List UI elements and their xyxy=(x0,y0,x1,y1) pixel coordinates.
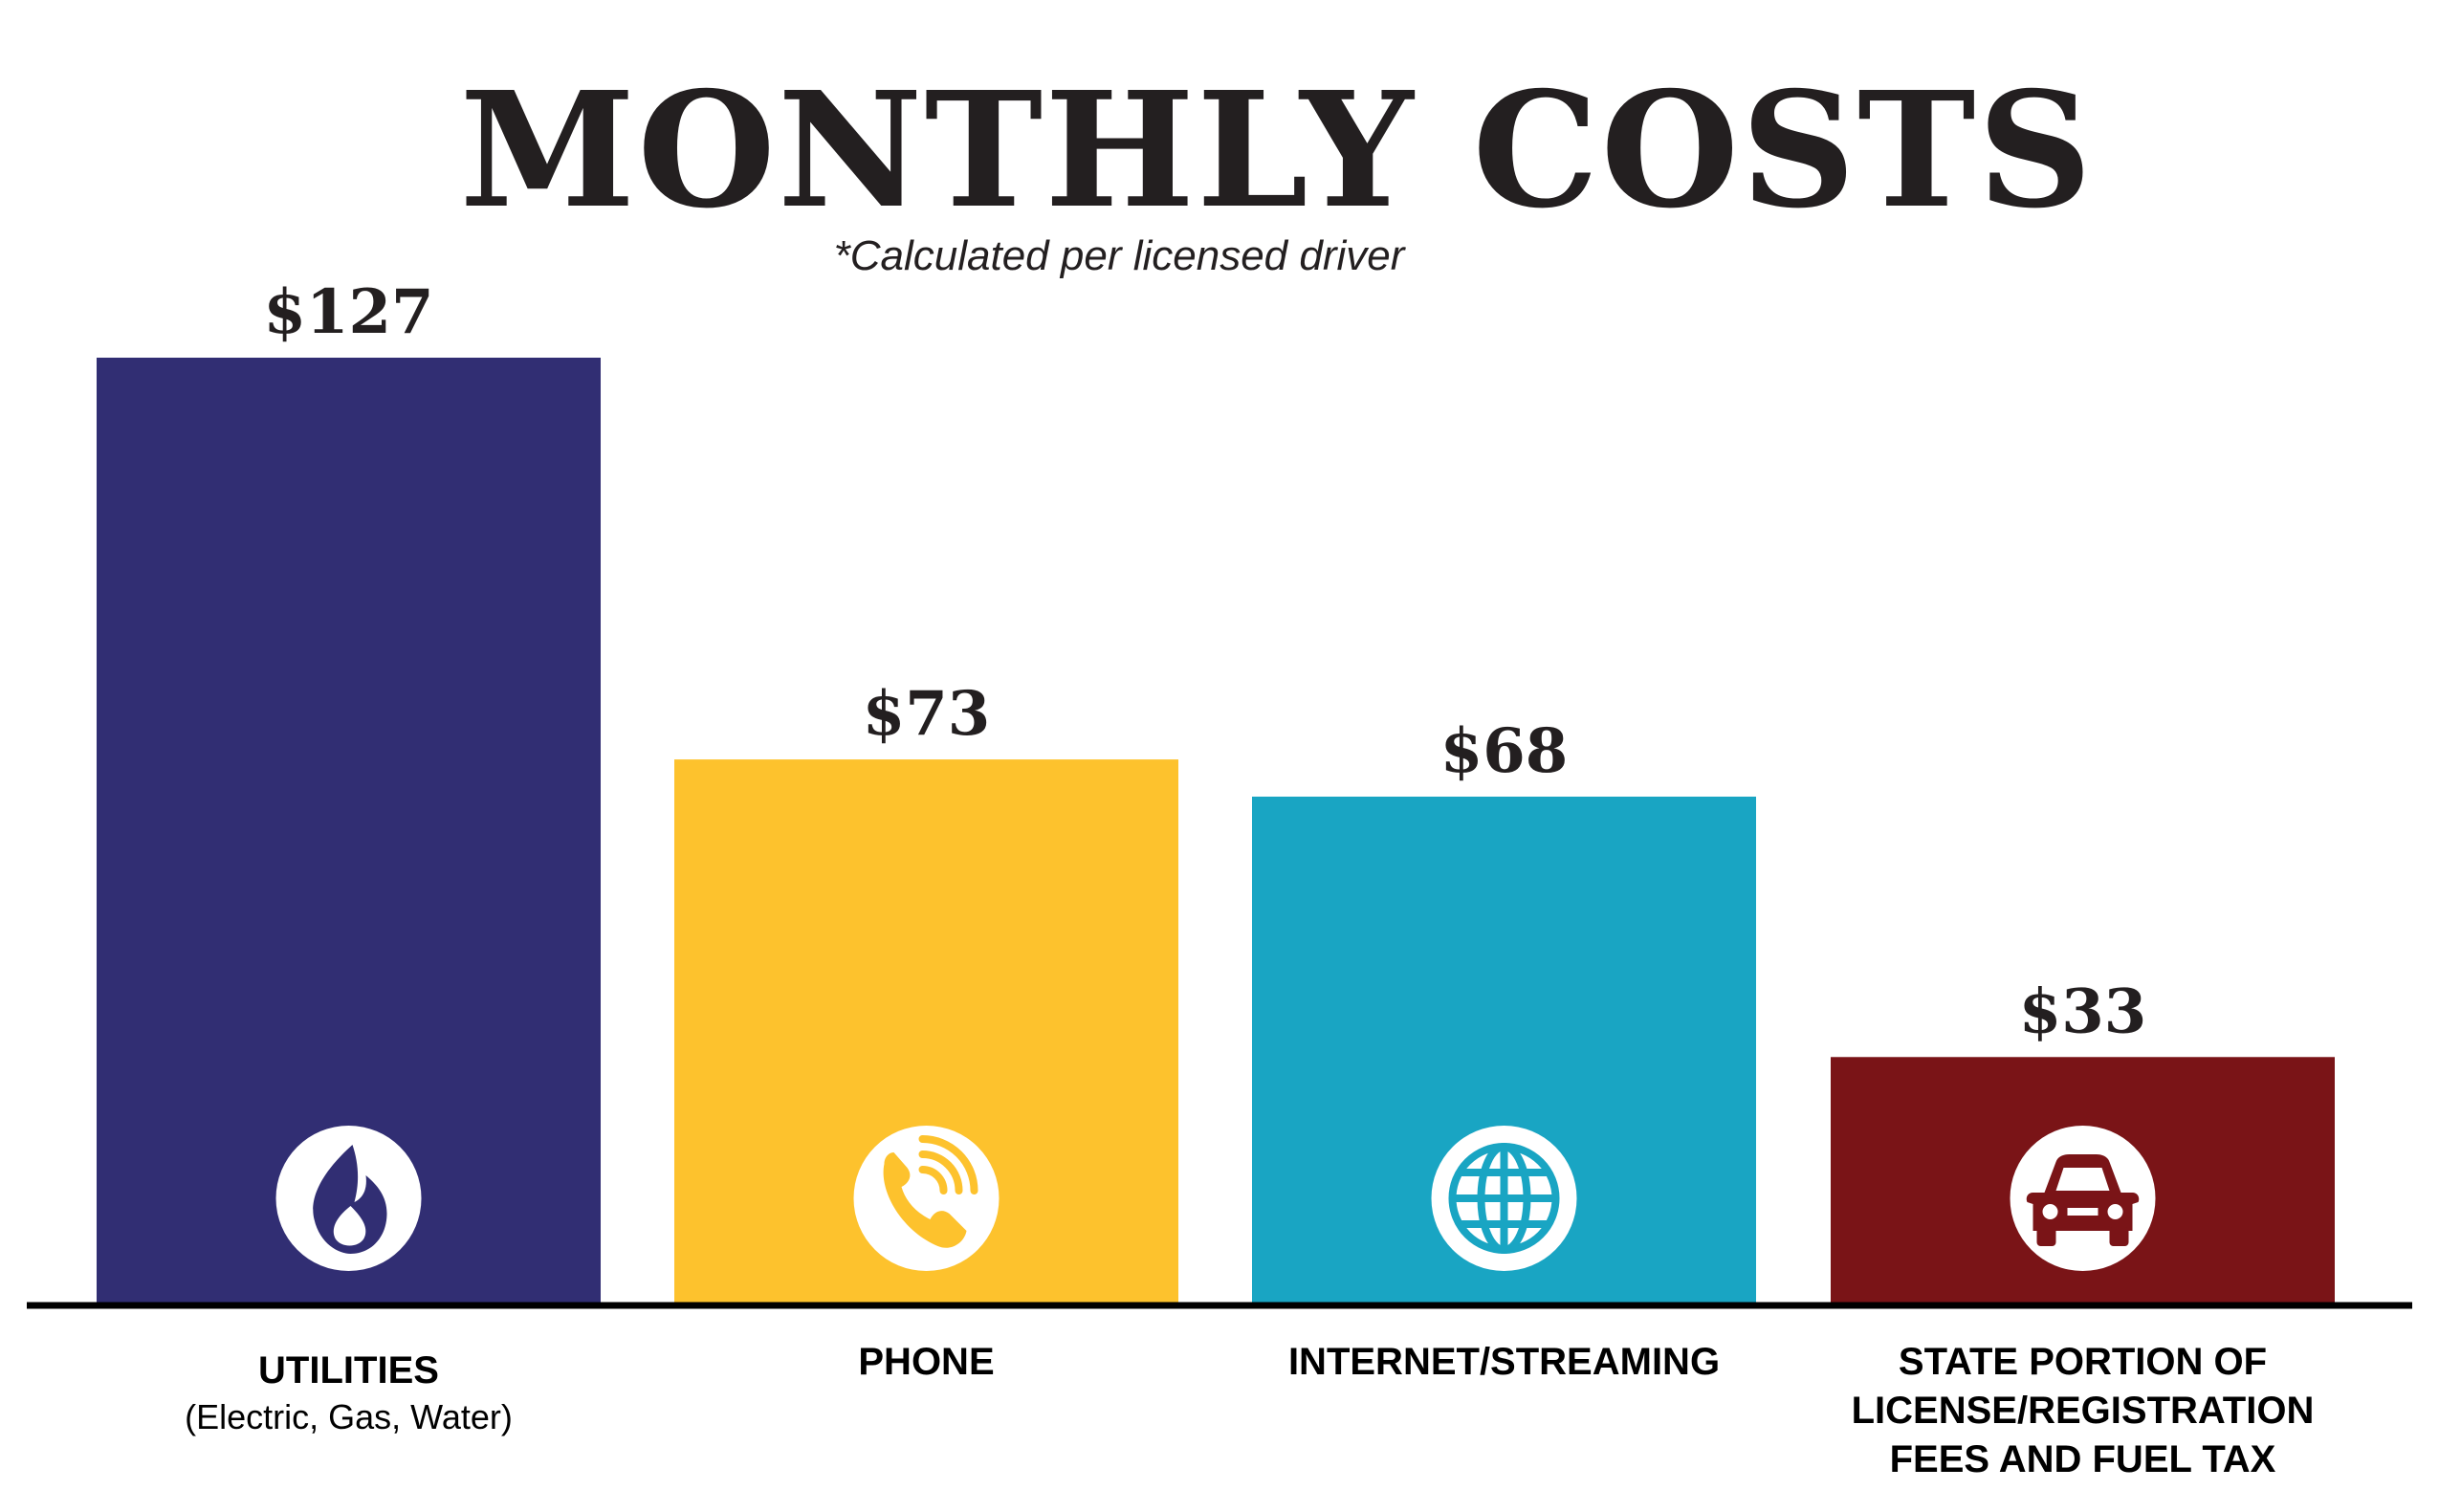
car-headlight-left xyxy=(2042,1204,2058,1219)
signal-wave-1 xyxy=(918,1166,948,1194)
category-labels-group: UTILITIES (Electric, Gas, Water) PHONE INTE… xyxy=(185,1341,2314,1480)
category-label-4-line-2: LICENSE/REGISTRATION xyxy=(1852,1390,2315,1432)
signal-wave-2 xyxy=(918,1150,963,1194)
category-label-4-line-3: FEES AND FUEL TAX xyxy=(1890,1438,2276,1480)
category-label-3-line-1: INTERNET/STREAMING xyxy=(1288,1341,1720,1383)
category-label-2-line-1: PHONE xyxy=(858,1341,994,1383)
car-windshield xyxy=(2055,1168,2110,1191)
value-label-2: $73 xyxy=(863,678,991,750)
car-grille xyxy=(2067,1208,2098,1216)
phone-icon xyxy=(883,1135,978,1248)
flame-outer xyxy=(313,1145,387,1254)
chart-subtitle: *Calculated per licensed driver xyxy=(834,232,1407,279)
car-icon xyxy=(2026,1154,2140,1246)
car-wheel-right xyxy=(2109,1227,2129,1246)
category-sublabel-1: (Electric, Gas, Water) xyxy=(185,1397,513,1436)
signal-wave-3 xyxy=(918,1135,978,1194)
value-label-1: $127 xyxy=(263,276,433,348)
category-label-1-line-1: UTILITIES xyxy=(258,1349,439,1391)
category-label-4-line-1: STATE PORTION OF xyxy=(1899,1341,2267,1383)
value-label-4: $33 xyxy=(2019,975,2147,1047)
icon-badge-2 xyxy=(853,1126,1000,1271)
globe-icon xyxy=(1448,1143,1560,1254)
bars-group: $127 $73 $68 $33 xyxy=(97,276,2335,1305)
handset xyxy=(883,1152,967,1248)
chart-title: MONTHLY COSTS xyxy=(460,57,2095,244)
flame-icon xyxy=(313,1145,387,1254)
car-headlight-right xyxy=(2107,1204,2123,1219)
flame-inner xyxy=(333,1206,366,1246)
value-label-3: $68 xyxy=(1440,715,1569,787)
car-wheel-left xyxy=(2036,1227,2056,1246)
